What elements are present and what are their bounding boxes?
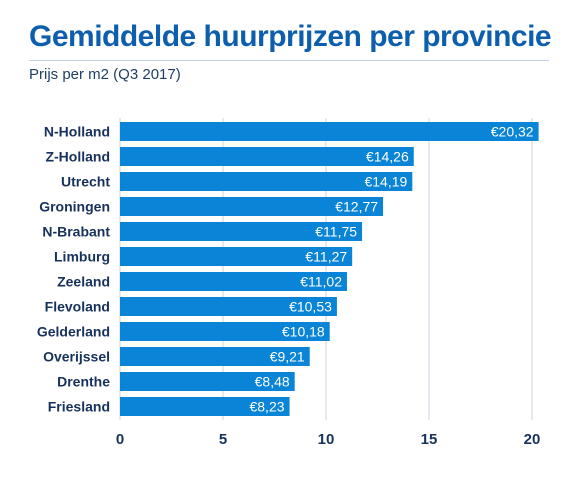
value-label-utrecht: €14,19 bbox=[364, 174, 407, 190]
bar-friesland bbox=[120, 397, 290, 416]
bar-groningen bbox=[120, 197, 384, 216]
bar-n-holland bbox=[120, 122, 539, 141]
bar-utrecht bbox=[120, 172, 413, 191]
category-label-n-holland: N-Holland bbox=[44, 124, 110, 140]
bar-n-brabant bbox=[120, 222, 363, 241]
chart-title: Gemiddelde huurprijzen per provincie bbox=[29, 20, 552, 53]
value-label-friesland: €8,23 bbox=[249, 399, 284, 415]
value-label-zeeland: €11,02 bbox=[300, 274, 342, 290]
value-label-drenthe: €8,48 bbox=[255, 374, 290, 390]
chart-subtitle: Prijs per m2 (Q3 2017) bbox=[29, 66, 181, 83]
value-label-gelderland: €10,18 bbox=[282, 324, 325, 340]
category-label-z-holland: Z-Holland bbox=[45, 149, 110, 165]
value-label-n-brabant: €11,75 bbox=[315, 224, 357, 240]
category-label-zeeland: Zeeland bbox=[57, 274, 110, 290]
x-tick-label-5: 5 bbox=[219, 431, 227, 448]
bar-gelderland bbox=[120, 322, 330, 341]
value-label-n-holland: €20,32 bbox=[491, 124, 534, 140]
x-tick-label-20: 20 bbox=[524, 431, 541, 448]
category-label-gelderland: Gelderland bbox=[37, 324, 110, 340]
category-label-overijssel: Overijssel bbox=[43, 349, 110, 365]
category-label-utrecht: Utrecht bbox=[61, 174, 110, 190]
title-divider bbox=[29, 60, 549, 61]
bar-overijssel bbox=[120, 347, 310, 366]
category-label-limburg: Limburg bbox=[54, 249, 110, 265]
category-label-drenthe: Drenthe bbox=[57, 374, 110, 390]
category-label-friesland: Friesland bbox=[48, 399, 110, 415]
bar-limburg bbox=[120, 247, 353, 266]
category-label-flevoland: Flevoland bbox=[45, 299, 110, 315]
bar-zeeland bbox=[120, 272, 348, 291]
x-tick-label-15: 15 bbox=[421, 431, 438, 448]
category-label-groningen: Groningen bbox=[39, 199, 110, 215]
value-label-limburg: €11,27 bbox=[305, 249, 347, 265]
x-tick-label-0: 0 bbox=[116, 431, 124, 448]
value-label-z-holland: €14,26 bbox=[366, 149, 409, 165]
value-label-groningen: €12,77 bbox=[335, 199, 378, 215]
value-label-flevoland: €10,53 bbox=[289, 299, 332, 315]
bar-flevoland bbox=[120, 297, 337, 316]
value-label-overijssel: €9,21 bbox=[270, 349, 305, 365]
x-tick-label-10: 10 bbox=[318, 431, 335, 448]
bar-drenthe bbox=[120, 372, 295, 391]
bar-z-holland bbox=[120, 147, 414, 166]
category-label-n-brabant: N-Brabant bbox=[42, 224, 110, 240]
